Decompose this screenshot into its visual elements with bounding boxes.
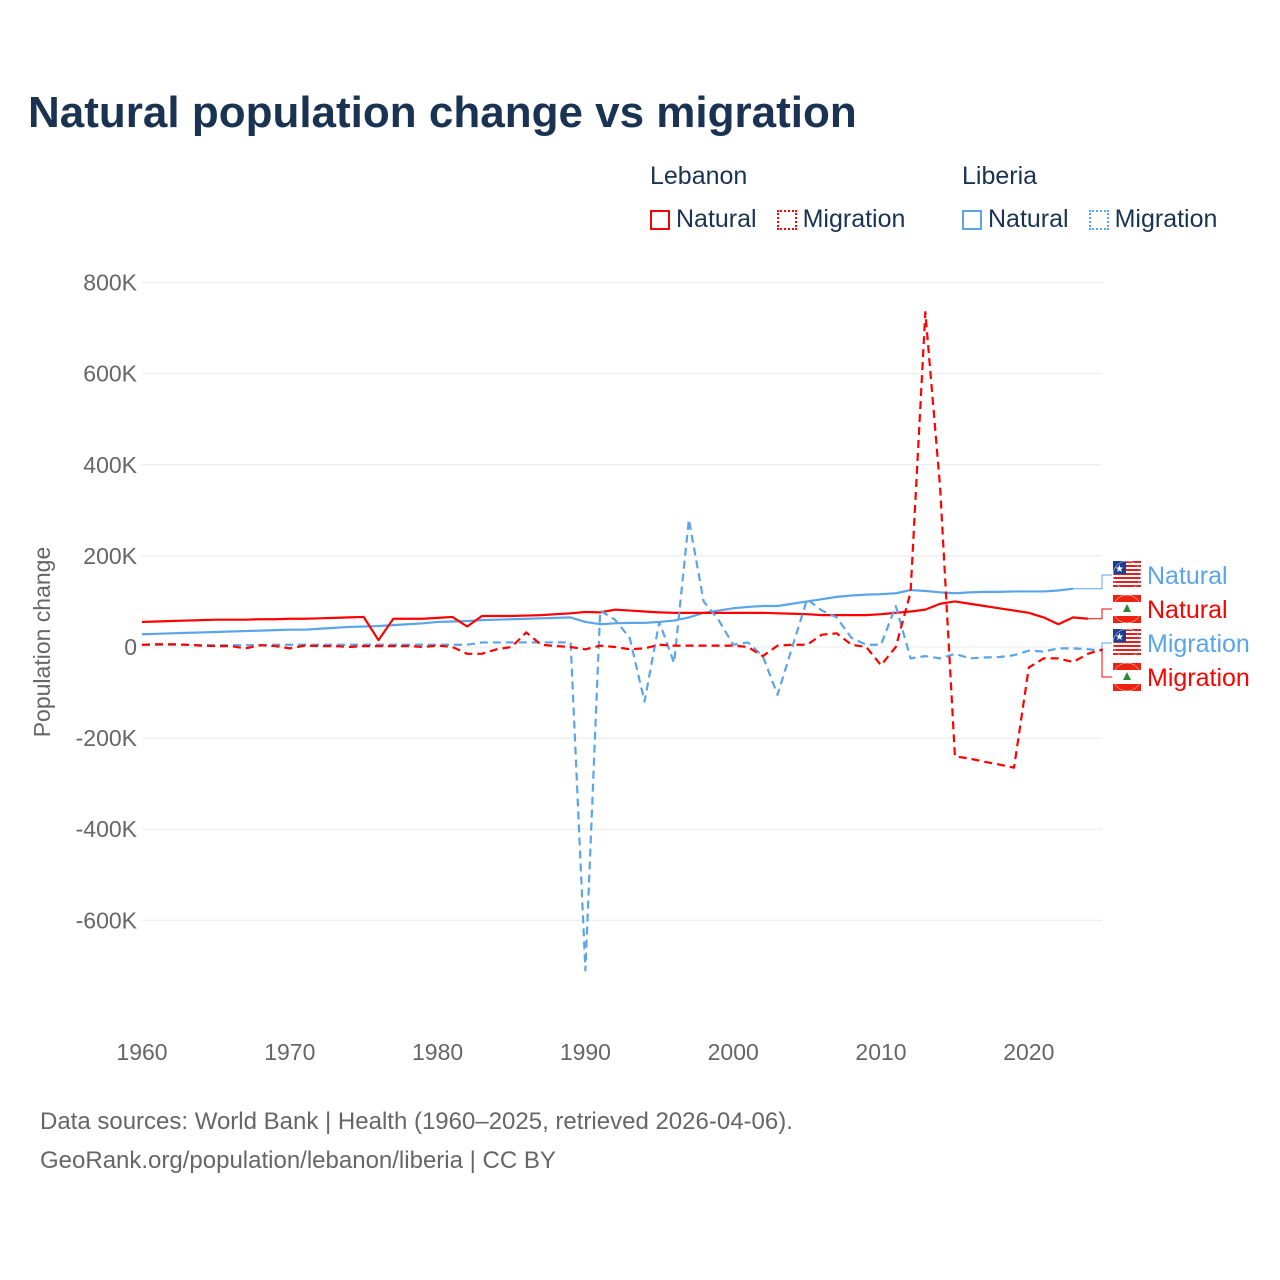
cedar-icon xyxy=(1123,672,1131,680)
legend-item-lebanon-migration[interactable]: Migration xyxy=(776,205,906,234)
footer-attribution[interactable]: GeoRank.org/population/lebanon/liberia |… xyxy=(40,1147,556,1174)
legend-item-liberia-natural[interactable]: Natural xyxy=(962,205,1069,234)
legend-item-lebanon-natural[interactable]: Natural xyxy=(650,205,757,234)
y-tick-label: 0 xyxy=(124,634,137,660)
flag-star-icon: ★ xyxy=(1115,632,1124,643)
end-label: Migration xyxy=(1147,630,1250,658)
chart-title: Natural population change vs migration xyxy=(28,88,857,137)
flag-stripe xyxy=(1113,585,1141,587)
flag-stripe xyxy=(1113,573,1141,575)
flag-stripe xyxy=(1113,645,1141,647)
flag-stripe xyxy=(1113,649,1141,651)
flag-stripe xyxy=(1113,641,1141,643)
end-label-connector xyxy=(1101,642,1112,652)
legend-swatch xyxy=(962,209,982,230)
legend-label: Migration xyxy=(1114,205,1218,233)
flag-stripe xyxy=(1113,577,1141,579)
flag-canton xyxy=(1113,561,1126,574)
flag-icon-lebanon xyxy=(1112,662,1142,692)
y-axis-label: Population change xyxy=(29,547,55,738)
y-tick-label: -200K xyxy=(76,725,138,751)
y-tick-label: -400K xyxy=(76,816,138,842)
flag-icon-lebanon xyxy=(1112,594,1142,624)
legend-label: Natural xyxy=(676,205,757,233)
legend-group-liberia: Liberia Natural Migration xyxy=(962,162,1217,234)
flag-stripe xyxy=(1113,633,1141,635)
footer-sources: Data sources: World Bank | Health (1960–… xyxy=(40,1108,793,1135)
x-tick-label: 1990 xyxy=(560,1039,611,1065)
series-line-lebanon-migration xyxy=(141,311,1104,769)
flag-icon-liberia xyxy=(1112,560,1142,590)
legend-group-lebanon: Lebanon Natural Migration xyxy=(650,162,905,234)
legend-label: Migration xyxy=(802,205,906,233)
x-tick-label: 1980 xyxy=(412,1039,463,1065)
x-tick-label: 1960 xyxy=(116,1039,167,1065)
x-tick-label: 2010 xyxy=(855,1039,906,1065)
end-label: Natural xyxy=(1147,596,1228,624)
flag-stripe xyxy=(1113,595,1141,602)
flag-stripe xyxy=(1113,637,1141,639)
y-tick-label: -600K xyxy=(76,907,138,933)
flag-stripe xyxy=(1113,663,1141,670)
legend-item-liberia-migration[interactable]: Migration xyxy=(1088,205,1218,234)
flag-stripe xyxy=(1113,629,1141,631)
legend-group-title: Liberia xyxy=(962,162,1038,190)
flag-stripe xyxy=(1113,565,1141,567)
y-tick-label: 600K xyxy=(83,361,137,387)
end-label-connector xyxy=(1087,608,1112,620)
legend-swatch xyxy=(1088,209,1109,230)
flag-stripe xyxy=(1113,561,1141,563)
y-tick-label: 400K xyxy=(83,452,137,478)
flag-stripe xyxy=(1113,581,1141,583)
x-tick-label: 1970 xyxy=(264,1039,315,1065)
series-line-liberia-natural xyxy=(141,587,1074,636)
end-label-connector xyxy=(1101,648,1112,678)
flag-stripe xyxy=(1113,569,1141,571)
legend-group-title: Lebanon xyxy=(650,162,748,190)
end-label: Natural xyxy=(1147,562,1228,590)
flag-star-icon: ★ xyxy=(1115,564,1124,575)
x-tick-label: 2020 xyxy=(1003,1039,1054,1065)
flag-canton xyxy=(1113,629,1126,642)
legend-swatch xyxy=(776,209,797,230)
flag-stripe xyxy=(1113,684,1141,691)
series-line-liberia-migration xyxy=(142,518,1103,972)
y-tick-label: 200K xyxy=(83,543,137,569)
flag-icon-liberia xyxy=(1112,628,1142,658)
flag-stripe xyxy=(1113,653,1141,655)
x-tick-label: 2000 xyxy=(708,1039,759,1065)
y-tick-label: 800K xyxy=(83,270,137,296)
end-label: Migration xyxy=(1147,664,1250,692)
legend-swatch xyxy=(650,209,670,230)
cedar-icon xyxy=(1123,604,1131,612)
legend-label: Natural xyxy=(988,205,1069,233)
series-line-lebanon-natural xyxy=(141,600,1089,642)
end-label-connector xyxy=(1073,574,1112,590)
flag-stripe xyxy=(1113,616,1141,623)
